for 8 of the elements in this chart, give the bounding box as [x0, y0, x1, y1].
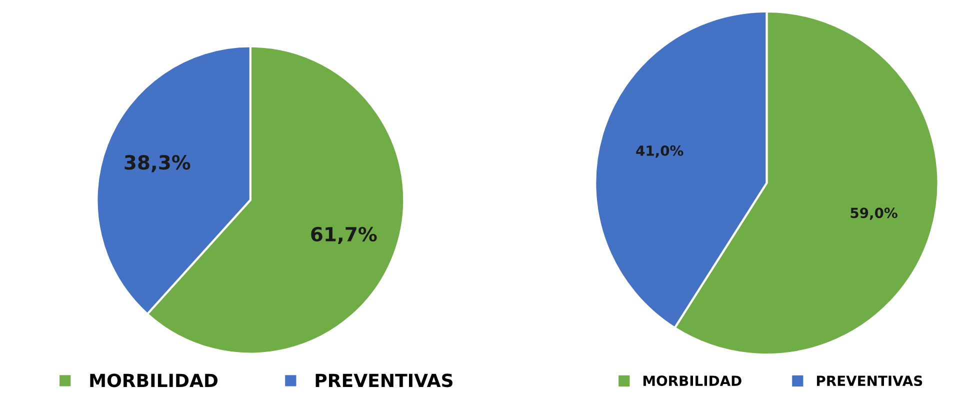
data-label: 59,0% — [850, 208, 898, 220]
legend-label: MORBILIDAD — [643, 376, 742, 386]
legend-label: PREVENTIVAS — [316, 374, 452, 388]
legend-label: MORBILIDAD — [90, 374, 218, 388]
data-label: 61,7% — [311, 226, 377, 244]
data-label: 41,0% — [636, 145, 684, 158]
data-label: 38,3% — [124, 155, 190, 172]
legend-label: PREVENTIVAS — [816, 376, 922, 386]
